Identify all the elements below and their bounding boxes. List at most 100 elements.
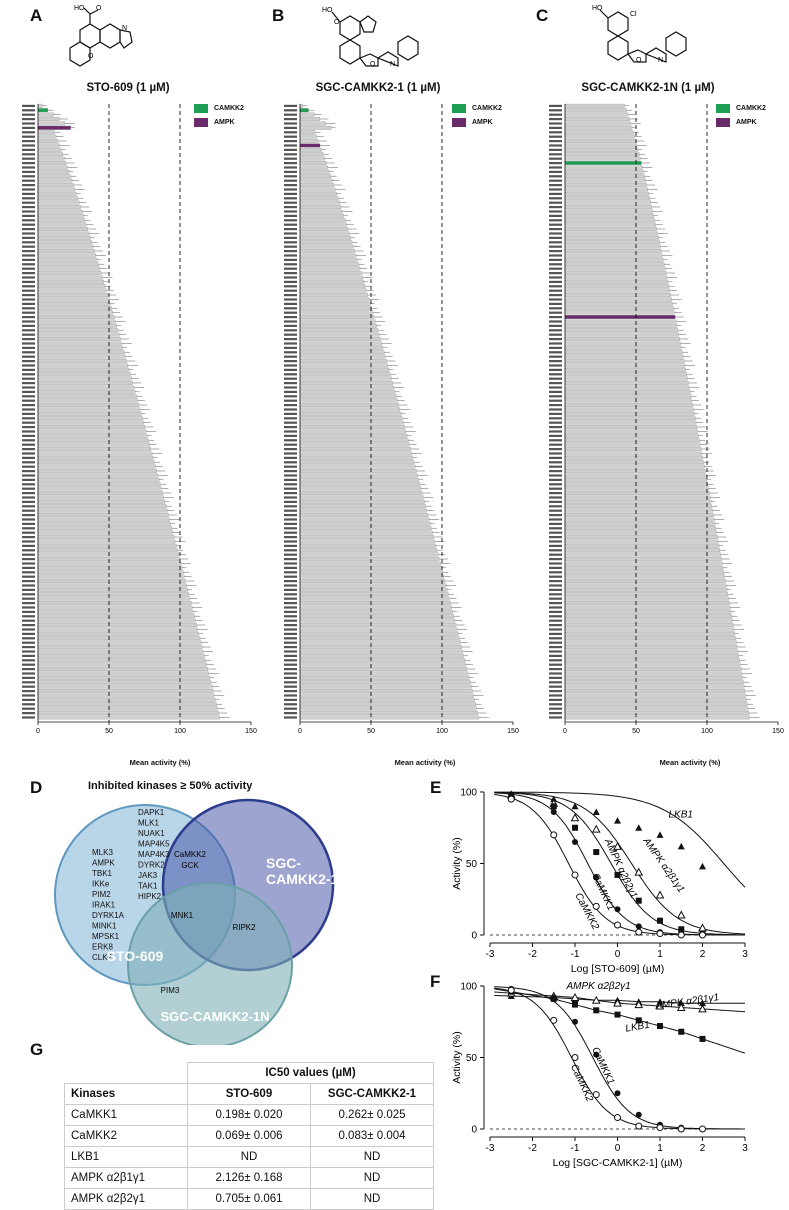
kinase-bar (564, 658, 740, 663)
kinase-label (284, 197, 297, 200)
kinase-label (284, 404, 297, 407)
kinase-bar (299, 134, 317, 139)
x-tick-label: -2 (528, 949, 537, 960)
kinase-bar (564, 205, 652, 209)
kinase-label (549, 219, 562, 222)
panel-b-bar-chart: 0 50 100 150 (284, 103, 519, 735)
kinase-label (22, 351, 35, 354)
x-tick-label: 100 (436, 728, 448, 735)
kinase-bar (37, 125, 71, 130)
x-tick-label: 0 (298, 728, 302, 735)
data-point (550, 809, 557, 816)
kinase-label (284, 170, 297, 173)
kinase-label (22, 421, 35, 424)
kinase-bar (37, 631, 200, 636)
kinase-bar (564, 209, 653, 214)
kinase-bar (37, 460, 155, 465)
kinase-bar (564, 513, 714, 517)
series-label: CaMKK2 (568, 1063, 595, 1104)
kinase-label (549, 654, 562, 657)
kinase-label (284, 650, 297, 653)
data-point (677, 842, 685, 850)
data-point (571, 871, 579, 879)
venn-sto-only-item: DYRK1A (92, 911, 125, 920)
kinase-bar (564, 521, 716, 526)
kinase-label (549, 223, 562, 226)
kinase-label (284, 672, 297, 675)
kinase-bar (564, 618, 733, 623)
kinase-bar (37, 403, 140, 407)
table-row: CaMKK1 0.198± 0.020 0.262± 0.025 (64, 1104, 434, 1126)
kinase-label (22, 558, 35, 561)
venn-label-sto609: STO-609 (107, 948, 164, 964)
data-point (592, 1091, 600, 1099)
kinase-bar (564, 381, 689, 385)
kinase-label (22, 566, 35, 569)
kinase-bar (37, 103, 43, 108)
kinase-label (284, 228, 297, 231)
kinase-bar (564, 460, 704, 465)
y-tick-label: 100 (460, 982, 477, 993)
kinase-label (22, 162, 35, 165)
kinase-bar (299, 297, 370, 302)
kinase-bar (299, 174, 331, 179)
kinase-label (284, 421, 297, 424)
kinase-label (549, 368, 562, 371)
svg-text:O: O (370, 61, 376, 68)
kinase-bar (37, 535, 175, 539)
kinase-bar (564, 693, 746, 698)
kinase-label (22, 492, 35, 495)
kinase-bar (564, 354, 684, 359)
kinase-label (284, 135, 297, 138)
kinase-label (284, 122, 297, 125)
kinase-bar (564, 372, 687, 377)
kinase-bar (299, 552, 439, 557)
kinase-label (549, 624, 562, 627)
kinase-bar (299, 398, 398, 403)
kinase-bar (37, 548, 178, 553)
kinase-label (284, 571, 297, 574)
kinase-bar (299, 367, 390, 372)
kinase-label (284, 333, 297, 336)
kinase-bar (37, 323, 117, 328)
kinase-bar (299, 165, 328, 170)
kinase-bar (299, 394, 397, 399)
kinase-label (22, 553, 35, 556)
kinase-bar (564, 636, 736, 641)
kinase-bar (564, 288, 670, 293)
kinase-bar (564, 596, 729, 601)
kinase-label (549, 650, 562, 653)
kinase-label (284, 298, 297, 301)
kinase-label (22, 285, 35, 288)
kinase-bar (564, 293, 671, 297)
svg-text:HO: HO (322, 7, 333, 14)
kinase-bar (299, 328, 379, 333)
kinase-label (22, 179, 35, 182)
kinase-label (549, 646, 562, 649)
kinase-bar (299, 658, 465, 663)
kinase-label (549, 580, 562, 583)
kinase-bar (564, 499, 712, 504)
kinase-bar (564, 662, 741, 667)
kinase-bar (37, 640, 202, 645)
kinase-bar (299, 169, 330, 174)
x-tick-label: 0 (615, 949, 621, 960)
kinase-bar (37, 121, 66, 126)
kinase-label (22, 395, 35, 398)
kinase-label (284, 342, 297, 345)
kinase-label (284, 272, 297, 275)
kinase-bar (37, 354, 126, 359)
ic50-table: IC50 values (µM) Kinases STO-609 SGC-CAM… (64, 1062, 434, 1210)
kinase-label (549, 236, 562, 239)
kinase-label (549, 294, 562, 297)
kinase-bar (37, 411, 142, 416)
kinase-bar (299, 420, 404, 425)
data-point (635, 1017, 642, 1024)
kinase-bar (564, 706, 749, 711)
venn-sto-only-item: DYRK2 (138, 861, 165, 870)
kinase-label (284, 544, 297, 547)
kinase-bar (299, 315, 375, 319)
table-group-header-row: IC50 values (µM) (65, 1062, 434, 1084)
kinase-bar (564, 403, 693, 407)
